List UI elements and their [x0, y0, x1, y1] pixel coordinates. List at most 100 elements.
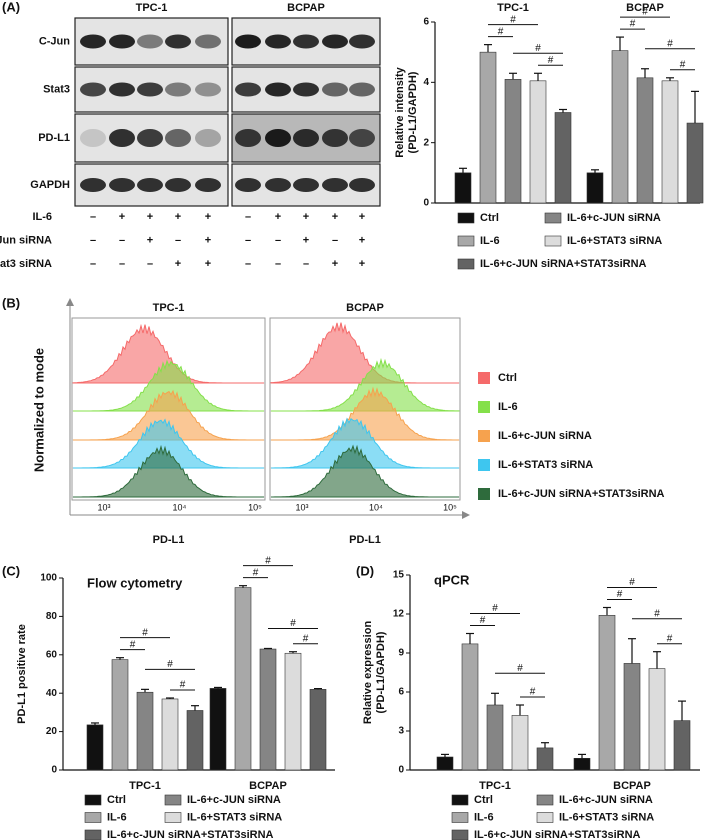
category-label: BCPAP	[613, 780, 651, 792]
flow-x-tick-label: 10⁴	[173, 502, 187, 512]
blot-band	[293, 34, 319, 49]
flow-x-tick-label: 10⁴	[369, 502, 383, 512]
y-tick-label: 15	[393, 570, 405, 581]
legend-label: IL-6+c-JUN siRNA+STAT3siRNA	[107, 829, 274, 840]
flow-histogram	[73, 389, 264, 441]
blot-band	[165, 129, 191, 147]
significance-label: #	[492, 603, 498, 614]
y-axis-label: (PD-L1/GAPDH)	[407, 71, 419, 153]
flow-x-label: PD-L1	[349, 534, 381, 546]
bar	[234, 587, 252, 771]
significance-label: #	[498, 26, 504, 37]
bar	[461, 643, 479, 771]
legend-swatch	[457, 258, 475, 270]
significance-label: #	[629, 577, 635, 588]
treatment-sign: +	[359, 258, 365, 270]
flow-y-label: Normalized to mode	[31, 348, 46, 472]
legend-swatch	[84, 829, 102, 840]
legend-swatch	[544, 235, 562, 247]
flow-histogram	[270, 322, 459, 384]
treatment-sign: –	[275, 258, 281, 270]
bar	[436, 756, 454, 771]
treatment-sign: +	[147, 211, 153, 223]
significance-label: #	[642, 7, 648, 18]
flow-x-label: PD-L1	[153, 534, 185, 546]
legend-label: IL-6+STAT3 siRNA	[559, 811, 654, 823]
significance-label: #	[630, 19, 636, 30]
flow-histogram	[73, 444, 264, 498]
significance-label: #	[142, 627, 148, 638]
treatment-sign: –	[90, 234, 96, 246]
significance-label: #	[253, 567, 259, 578]
flow-x-tick-label: 10³	[97, 502, 110, 512]
y-tick-label: 6	[423, 17, 429, 28]
panel-label: (D)	[356, 563, 374, 578]
treatment-sign: –	[90, 211, 96, 223]
legend-swatch	[164, 794, 182, 806]
significance-label: #	[180, 680, 186, 691]
bar	[636, 77, 654, 204]
bar	[598, 614, 616, 771]
category-label: BCPAP	[249, 780, 287, 792]
blot-band	[349, 82, 375, 97]
bar	[529, 80, 547, 204]
significance-label: #	[530, 687, 536, 698]
blot-band	[349, 129, 375, 147]
significance-label: #	[617, 589, 623, 600]
treatment-label: Stat3 siRNA	[0, 258, 52, 270]
flow-histogram	[73, 359, 264, 412]
bar	[259, 648, 277, 771]
bar	[623, 663, 641, 771]
category-label: TPC-1	[129, 780, 161, 792]
bar	[611, 50, 629, 204]
bar	[573, 757, 591, 771]
y-tick-label: 0	[51, 765, 57, 776]
y-tick-label: 3	[398, 726, 404, 737]
treatment-sign: +	[147, 234, 153, 246]
treatment-sign: +	[205, 211, 211, 223]
flow-legend-swatch	[478, 488, 490, 500]
blot-band	[195, 178, 221, 192]
significance-label: #	[517, 663, 523, 674]
significance-label: #	[303, 633, 309, 644]
legend-label: IL-6	[107, 811, 127, 823]
treatment-sign: +	[275, 211, 281, 223]
significance-label: #	[548, 55, 554, 66]
blot-band	[137, 82, 163, 97]
bar	[136, 691, 154, 771]
y-tick-label: 60	[46, 649, 58, 660]
blot-band	[137, 178, 163, 192]
flow-panel-title: BCPAP	[346, 302, 384, 314]
bar	[209, 688, 227, 771]
blot-band	[265, 82, 291, 97]
blot-band	[235, 129, 261, 147]
panel-label: (C)	[2, 563, 20, 578]
flow-x-tick-label: 10⁵	[443, 502, 457, 512]
bar	[686, 122, 704, 204]
chart-title: Flow cytometry	[87, 575, 183, 590]
significance-label: #	[654, 608, 660, 619]
blot-band	[293, 129, 319, 147]
treatment-sign: +	[175, 258, 181, 270]
panel-label: (A)	[2, 0, 20, 14]
bar	[86, 724, 104, 771]
category-label: TPC-1	[479, 780, 511, 792]
blot-band	[322, 34, 348, 49]
treatment-sign: –	[332, 234, 338, 246]
treatment-sign: –	[147, 258, 153, 270]
legend-label: IL-6+STAT3 siRNA	[187, 811, 282, 823]
blot-band	[322, 82, 348, 97]
y-tick-label: 20	[46, 726, 58, 737]
treatment-sign: –	[119, 258, 125, 270]
bar	[454, 172, 472, 204]
flow-histogram	[271, 444, 459, 498]
legend-label: Ctrl	[480, 212, 499, 224]
flow-panel-frame	[71, 317, 266, 501]
legend-label: IL-6+c-JUN siRNA+STAT3siRNA	[480, 258, 647, 270]
blot-band	[349, 34, 375, 49]
significance-label: #	[480, 615, 486, 626]
legend-swatch	[451, 812, 469, 823]
legend-label: Ctrl	[474, 794, 493, 806]
flow-legend-swatch	[478, 430, 490, 442]
